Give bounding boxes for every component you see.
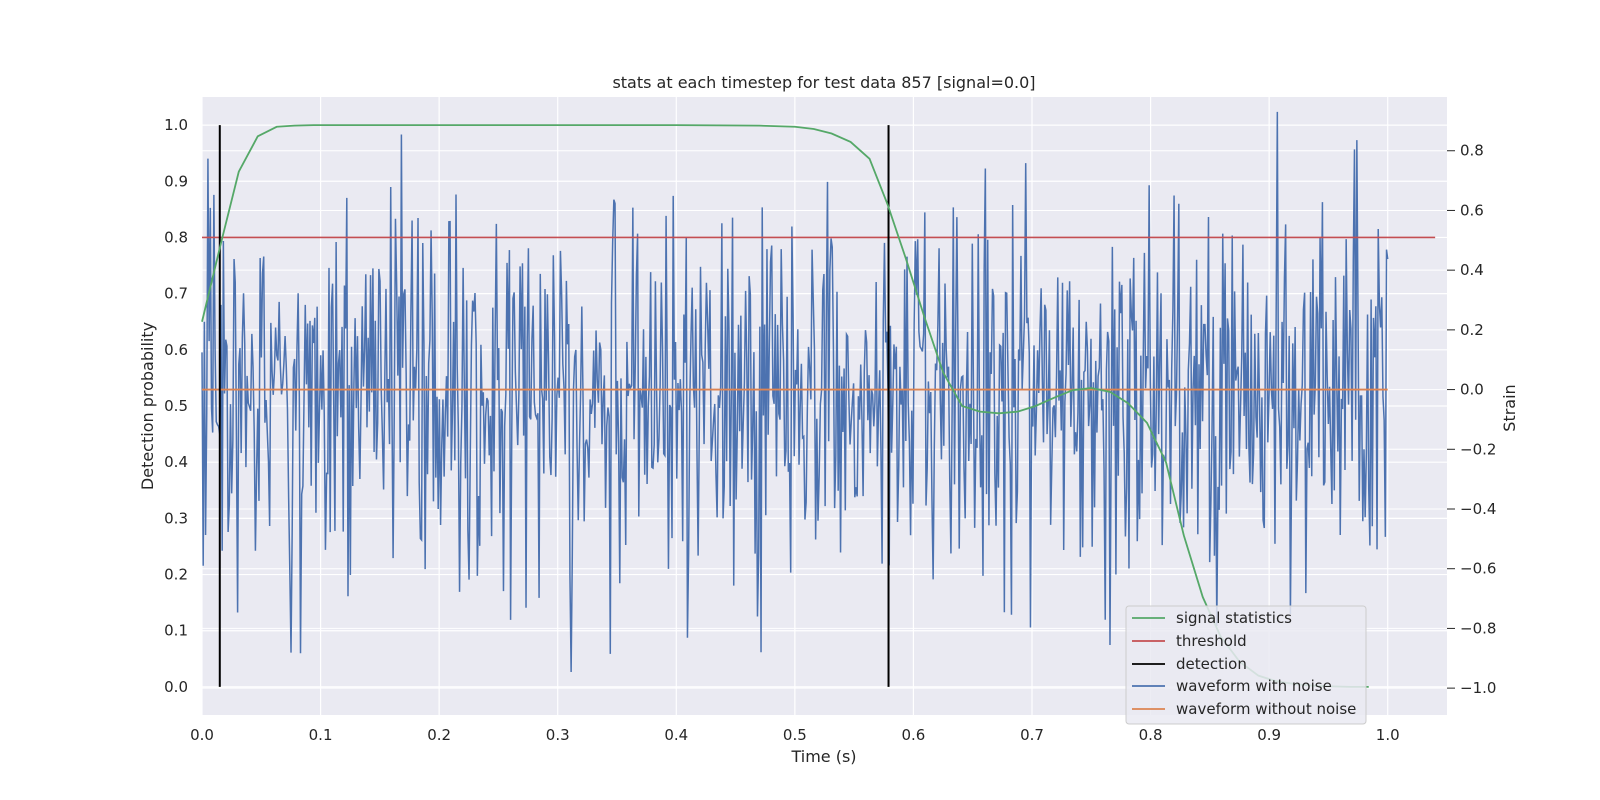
y-tick-label-left: 0.3 (164, 509, 188, 527)
legend-label-detection: detection (1176, 655, 1247, 673)
y-tick-label-left: 0.2 (164, 566, 188, 584)
y-tick-label-left: 0.1 (164, 622, 188, 640)
x-tick-label: 0.8 (1139, 726, 1163, 744)
waveform-with-noise-series (201, 111, 1389, 673)
y-axis-label-right: Strain (1500, 384, 1519, 431)
y-tick-label-left: 0.9 (164, 172, 188, 190)
y-tick-label-right: 0.2 (1460, 321, 1484, 339)
legend-box (1125, 605, 1367, 725)
x-tick-label: 0.6 (901, 726, 925, 744)
y-tick-label-left: 1.0 (164, 116, 188, 134)
x-tick-label: 0.2 (427, 726, 451, 744)
x-tick-label: 0.3 (546, 726, 570, 744)
x-tick-labels: 0.0 0.1 0.2 0.3 0.4 0.5 0.6 0.7 0.8 0.9 1.0 (190, 726, 1400, 744)
y-tick-label-right: −0.6 (1460, 560, 1496, 578)
y-tick-label-right: −0.2 (1460, 440, 1496, 458)
y-tick-label-left: 0.6 (164, 341, 188, 359)
y-tick-label-left: 0.8 (164, 228, 188, 246)
legend-label-signal-statistics: signal statistics (1176, 609, 1292, 627)
y-tick-label-right: 0.4 (1460, 261, 1484, 279)
y-tick-label-left: 0.7 (164, 285, 188, 303)
x-tick-label: 0.5 (783, 726, 807, 744)
x-tick-label: 0.4 (664, 726, 688, 744)
right-y-tick-labels: −1.0 −0.8 −0.6 −0.4 −0.2 0.0 0.2 0.4 0.6 0.8 (1447, 142, 1496, 697)
y-tick-label-left: 0.5 (164, 397, 188, 415)
left-y-tick-labels: 0.0 0.1 0.2 0.3 0.4 0.5 0.6 0.7 0.8 0.9 1.0 (164, 116, 188, 696)
chart-title: stats at each timestep for test data 857… (612, 73, 1035, 92)
legend-label-threshold: threshold (1176, 632, 1247, 650)
y-tick-label-right: −0.4 (1460, 500, 1496, 518)
legend-label-waveform-without-noise: waveform without noise (1176, 700, 1356, 718)
y-tick-label-right: 0.8 (1460, 142, 1484, 160)
y-tick-label-right: −1.0 (1460, 679, 1496, 697)
y-tick-label-right: 0.0 (1460, 381, 1484, 399)
x-tick-label: 0.0 (190, 726, 214, 744)
y-tick-label-right: 0.6 (1460, 201, 1484, 219)
waveform-with-noise-line (201, 111, 1389, 673)
x-tick-label: 0.9 (1257, 726, 1281, 744)
legend: signal statistics threshold detection wa… (1125, 605, 1367, 725)
y-tick-label-left: 0.0 (164, 678, 188, 696)
y-axis-label-left: Detection probability (138, 322, 157, 490)
x-tick-label: 0.1 (309, 726, 333, 744)
x-axis-label: Time (s) (790, 747, 856, 766)
y-tick-label-left: 0.4 (164, 453, 188, 471)
x-tick-label: 0.7 (1020, 726, 1044, 744)
x-tick-label: 1.0 (1376, 726, 1400, 744)
y-tick-label-right: −0.8 (1460, 619, 1496, 637)
legend-label-waveform-with-noise: waveform with noise (1176, 677, 1332, 695)
